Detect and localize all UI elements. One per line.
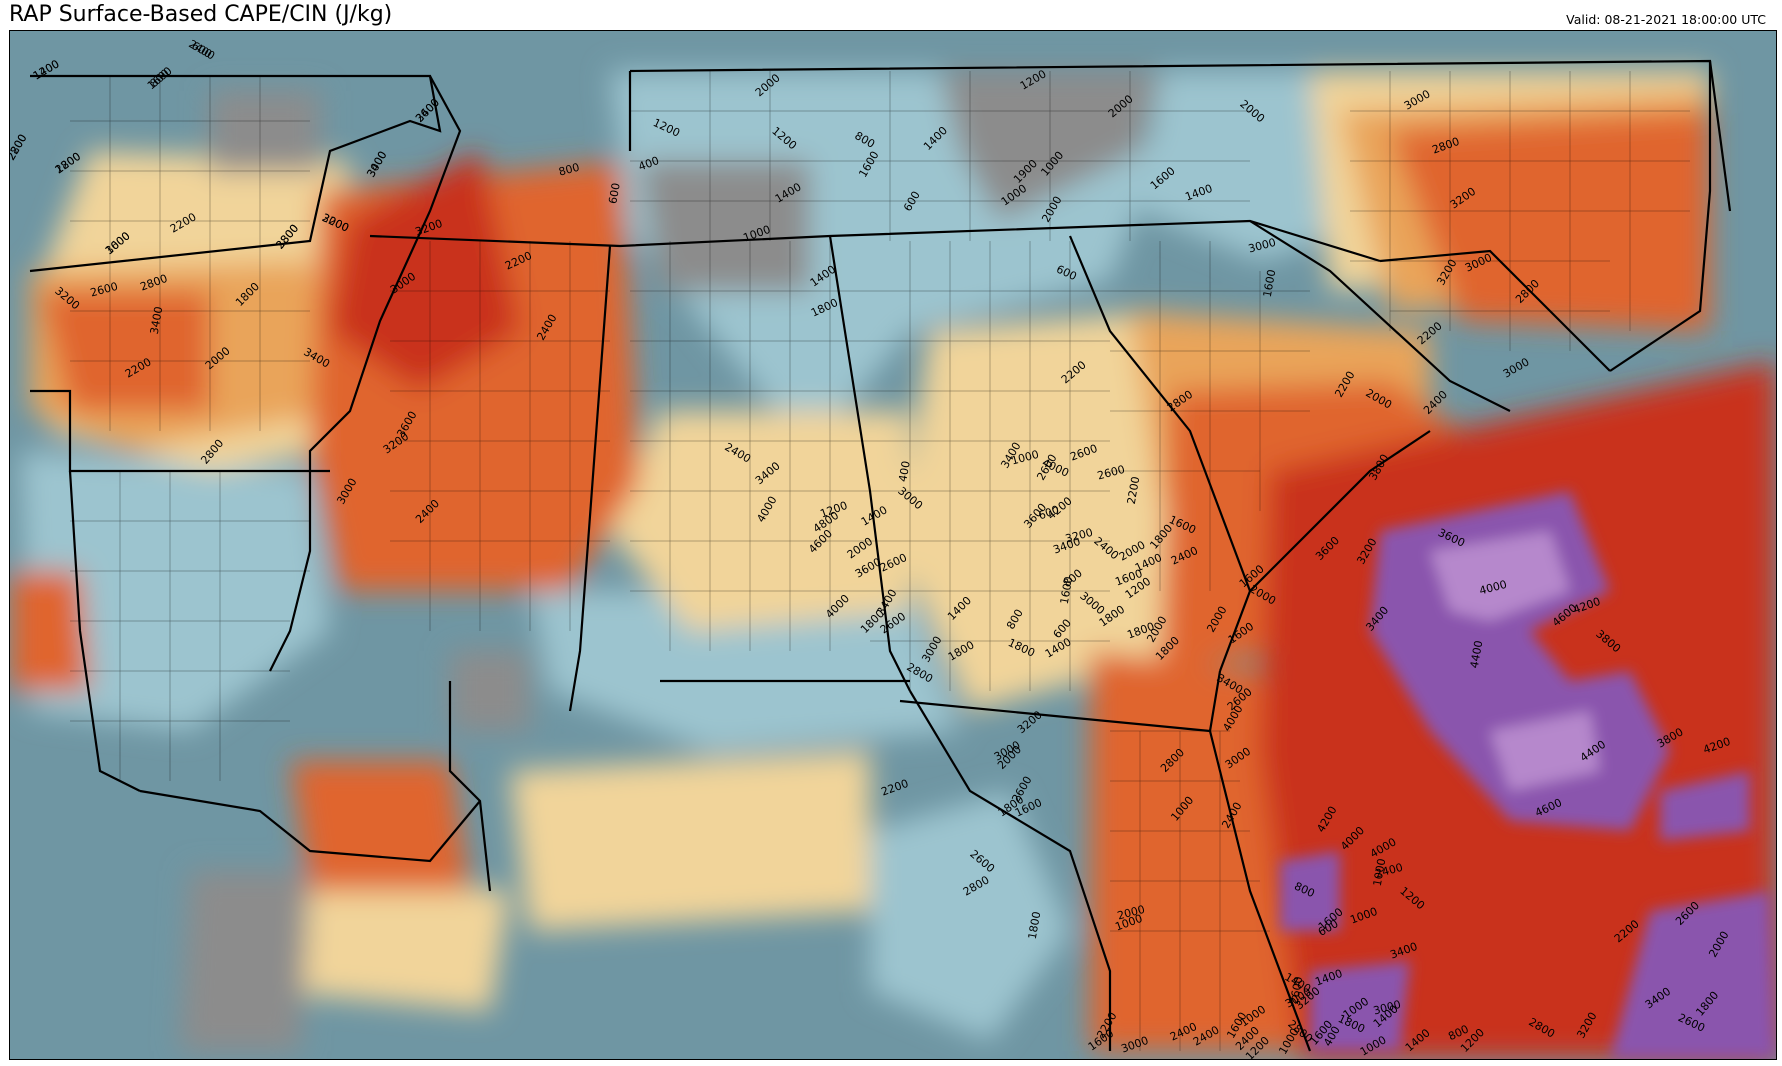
- cape-region-very-high: [40, 291, 210, 411]
- county-line: [669, 241, 831, 651]
- boundary-line: [139, 789, 481, 863]
- cape-region-very-high: [290, 761, 470, 891]
- cape-region-peak: [1280, 851, 1340, 931]
- contour-label: 400: [896, 460, 912, 483]
- contour-label: 3400: [148, 305, 166, 335]
- cape-region-peak: [1490, 711, 1600, 791]
- cape-region-minimal: [450, 651, 530, 731]
- contour-label: 1600: [1058, 575, 1076, 605]
- boundary-line: [30, 389, 330, 473]
- cape-map: 1200 800 600 2200 2800 3600 3400 3800 3200 3000 28…: [9, 30, 1777, 1060]
- cape-region-minimal: [180, 871, 310, 1051]
- boundary-line: [568, 245, 612, 712]
- contour-label: 800: [557, 161, 581, 179]
- county-line: [119, 471, 221, 781]
- cape-region-moderate: [510, 751, 870, 931]
- map-title: RAP Surface-Based CAPE/CIN (J/kg): [9, 2, 393, 27]
- county-line: [109, 76, 261, 431]
- contour-label: 4400: [1468, 639, 1486, 669]
- boundary-line: [1208, 730, 1312, 1052]
- contour-label: 1000: [1371, 857, 1389, 887]
- county-line: [1350, 110, 1690, 312]
- cape-maxima-layer: [1280, 491, 1776, 1059]
- contour-label: 2600: [1288, 975, 1306, 1005]
- boundary-line: [1609, 61, 1712, 372]
- cape-region-moderate: [270, 871, 510, 1011]
- cape-region-very-high: [1090, 651, 1300, 1051]
- cape-region-peak: [1660, 771, 1750, 841]
- boundary-line: [1068, 235, 1252, 672]
- contour-label: 1800: [1026, 910, 1044, 940]
- contour-label: 1600: [1261, 268, 1279, 298]
- boundary-line: [269, 75, 462, 672]
- cape-region-minimal: [640, 161, 810, 291]
- county-line: [709, 71, 1131, 241]
- cape-region-minimal: [210, 91, 320, 171]
- cape-region-very-high: [10, 571, 90, 691]
- cape-region-low: [870, 791, 1070, 1041]
- cape-region-peak: [1430, 531, 1570, 621]
- county-line: [70, 520, 310, 722]
- boundary-line: [448, 681, 492, 892]
- cape-region-low: [530, 591, 960, 751]
- county-line: [70, 120, 310, 362]
- county-line: [390, 290, 610, 542]
- county-boundaries: [70, 71, 1690, 1051]
- boundary-line: [909, 690, 1112, 1051]
- county-line: [1389, 71, 1631, 351]
- county-line: [909, 241, 1071, 691]
- boundary-line: [1249, 430, 1431, 592]
- cape-region-moderate: [610, 411, 910, 631]
- cape-region-peak: [1310, 961, 1410, 1051]
- boundary-line: [828, 235, 911, 692]
- county-line: [630, 110, 1250, 202]
- county-line: [429, 241, 571, 631]
- contour-label: 2200: [1125, 475, 1143, 505]
- valid-time: Valid: 08-21-2021 18:00:00 UTC: [1566, 12, 1766, 27]
- cape-region-peak: [1610, 891, 1776, 1059]
- county-line: [1139, 731, 1221, 1051]
- county-line: [1159, 241, 1261, 591]
- contour-label: 600: [606, 182, 622, 205]
